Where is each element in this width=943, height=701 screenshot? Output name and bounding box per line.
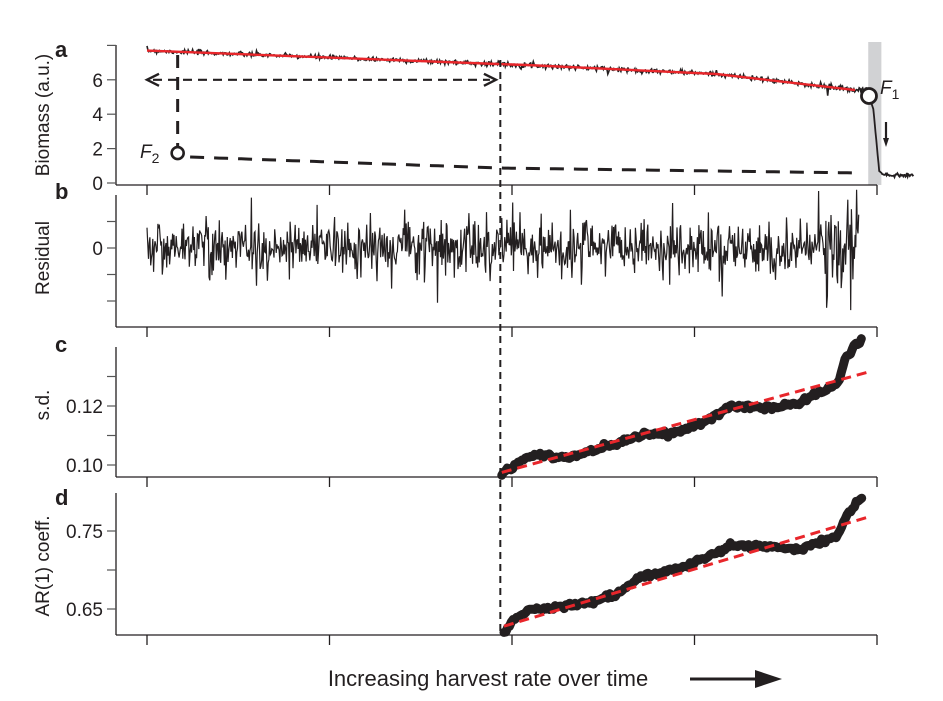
y-tick-label-c: 0.12 <box>66 397 103 418</box>
y-tick-label-a: 4 <box>92 105 103 126</box>
axes-layer <box>107 44 878 645</box>
y-tick-label-a: 6 <box>92 71 103 92</box>
series-d-fit-line <box>503 515 869 628</box>
y-tick-label-a: 2 <box>92 140 103 161</box>
series-c-fit-line <box>501 370 869 474</box>
arrow-right-icon <box>690 670 782 688</box>
arrow-right-icon <box>483 72 499 87</box>
y-tick-label-d: 0.65 <box>66 600 103 621</box>
F2-marker <box>170 145 185 161</box>
residual-trace <box>146 189 860 311</box>
y-axis-title-d: AR(1) coeff. <box>33 515 54 616</box>
panel-letter-b: b <box>55 179 68 204</box>
critical-transition-band <box>868 42 882 185</box>
F1-label-letter: F <box>880 78 893 99</box>
data-layer <box>146 45 915 637</box>
y-tick-label-d: 0.75 <box>66 522 103 543</box>
panel-letter-d: d <box>55 485 68 510</box>
y-axis-title-c: s.d. <box>33 390 54 421</box>
y-tick-label-b: 0 <box>92 239 103 260</box>
panel-letter-c: c <box>55 332 67 357</box>
y-axis-title-b: Residual <box>33 221 54 295</box>
biomass-trace <box>146 45 870 96</box>
F2-label-subscript: 2 <box>152 150 160 166</box>
unstable-branch-dashed-line <box>190 155 862 175</box>
F1-marker <box>860 87 878 105</box>
F2-label-letter: F <box>140 142 153 163</box>
biomass-collapse-trace <box>868 95 915 180</box>
F1-label: F1 <box>880 78 900 102</box>
series-d-trace <box>499 493 867 637</box>
annotation-layer <box>144 55 889 632</box>
F2-label: F2 <box>140 142 160 166</box>
x-axis-title: Increasing harvest rate over time <box>328 666 648 691</box>
F1-label-subscript: 1 <box>892 86 900 102</box>
critical-band-layer <box>868 42 882 185</box>
y-axis-title-a: Biomass (a.u.) <box>33 54 54 176</box>
arrow-left-icon <box>144 72 160 87</box>
panel-letter-a: a <box>55 37 68 62</box>
series-c-trace <box>497 334 866 480</box>
y-tick-label-a: 0 <box>92 174 103 195</box>
y-tick-label-c: 0.10 <box>66 456 103 477</box>
down-arrowhead-icon <box>883 138 889 147</box>
biomass-fit-line <box>146 49 856 92</box>
